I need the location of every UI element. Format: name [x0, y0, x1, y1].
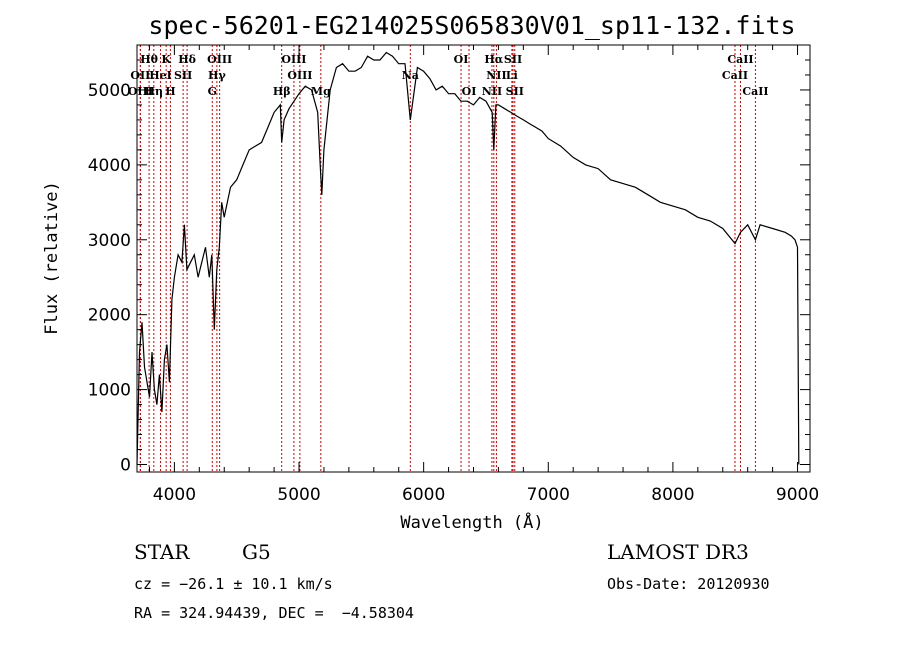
spectral-line-label: OIII [207, 53, 232, 66]
spectral-line-label: OIII [128, 85, 153, 98]
spectral-line-label: Hα [484, 53, 503, 66]
plot-frame [136, 44, 811, 473]
spectral-line-label: K [161, 53, 171, 66]
spectral-line-label: OIII [281, 53, 306, 66]
spectral-line-label: SII [506, 85, 524, 98]
spectral-line-label: Hβ [273, 85, 291, 98]
y-tick-label: 5000 [88, 81, 131, 101]
x-tick-label: 5000 [277, 485, 320, 505]
spectral-line-markers [139, 45, 756, 472]
x-tick-label: 9000 [776, 485, 819, 505]
spectral-line-label: Hη [145, 85, 163, 98]
spectral-line-label: CaII [722, 69, 748, 82]
spectral-line-label: CaII [727, 53, 753, 66]
spectral-line-label: OI [454, 53, 469, 66]
survey-name: LAMOST DR3 [607, 540, 749, 564]
x-tick-label: 7000 [527, 485, 570, 505]
redshift-readout: cz = −26.1 ± 10.1 km/s [134, 575, 333, 593]
object-class: STAR [134, 540, 190, 564]
spectral-line-label: Mg [311, 85, 331, 98]
spectral-line-label: HeI [149, 69, 172, 82]
y-tick-label: 2000 [88, 306, 131, 326]
y-tick-label: 4000 [88, 156, 131, 176]
x-axis-label: Wavelength (Å) [400, 511, 543, 533]
spectral-line-label: NII [486, 69, 506, 82]
spectral-line-label: Hδ [178, 53, 196, 66]
spectral-line-label: Li [506, 69, 518, 82]
coordinates-readout: RA = 324.94439, DEC = −4.58304 [134, 604, 414, 622]
spectral-line-label: H [165, 85, 175, 98]
x-tick-label: 6000 [402, 485, 445, 505]
spectral-line-label: SII [174, 69, 192, 82]
spectral-line-label: NII [482, 85, 502, 98]
spectral-line-label: Hθ [140, 53, 158, 66]
spectrum-series [136, 51, 800, 465]
observation-date: Obs-Date: 20120930 [607, 575, 770, 593]
spectral-line-label: Hγ [208, 69, 226, 82]
chart-title: spec-56201-EG214025S065830V01_sp11-132.f… [148, 11, 795, 40]
spectral-line-label: OIII [287, 69, 312, 82]
y-tick-label: 1000 [88, 381, 131, 401]
spectral-line-label: OII [130, 69, 150, 82]
spectral-line-label: CaII [742, 85, 768, 98]
y-axis-ticks: 0 1000 2000 3000 4000 5000 [88, 59, 810, 476]
spectral-line-label: SII [504, 53, 522, 66]
y-axis-label: Flux (relative) [42, 181, 62, 335]
y-tick-label: 0 [120, 456, 131, 476]
x-tick-label: 8000 [651, 485, 694, 505]
object-subclass: G5 [242, 540, 271, 564]
x-axis-ticks: 4000 5000 6000 7000 8000 9000 [148, 45, 819, 505]
x-tick-label: 4000 [153, 485, 196, 505]
spectral-line-label: OI [462, 85, 477, 98]
y-tick-label: 3000 [88, 231, 131, 251]
spectral-line-label: G [208, 85, 217, 98]
